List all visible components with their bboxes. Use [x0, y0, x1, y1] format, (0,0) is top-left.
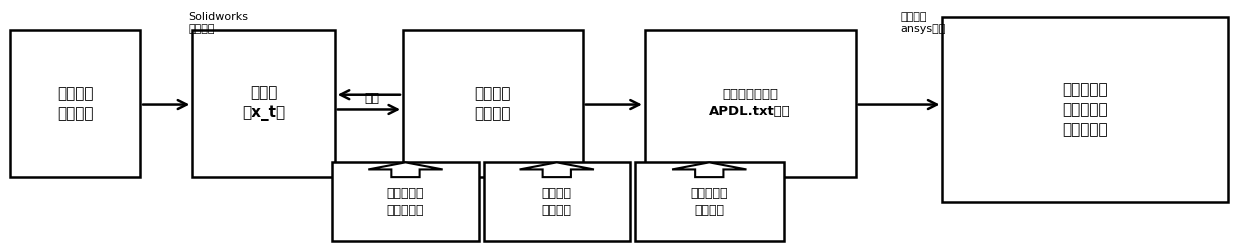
Text: 变电站内
各种设备: 变电站内 各种设备	[57, 86, 93, 121]
Text: 加载电压
或者电流: 加载电压 或者电流	[542, 187, 572, 217]
Bar	[403, 30, 583, 177]
Text: Solidworks
建立模型: Solidworks 建立模型	[188, 12, 248, 34]
Bar	[484, 162, 630, 241]
Text: 生成一个完整的
APDL.txt文档: 生成一个完整的 APDL.txt文档	[709, 88, 791, 118]
Text: 输出结果到
指定的位置
并生成报告: 输出结果到 指定的位置 并生成报告	[1063, 82, 1107, 137]
Text: 电磁环境
仿真软件: 电磁环境 仿真软件	[475, 86, 511, 121]
Text: 后台调用
ansys计算: 后台调用 ansys计算	[900, 12, 946, 34]
Bar	[942, 17, 1228, 202]
Bar	[635, 162, 784, 241]
Text: 画布上完成
设备的组合: 画布上完成 设备的组合	[387, 187, 424, 217]
Polygon shape	[672, 162, 746, 177]
Polygon shape	[520, 162, 594, 177]
Text: 调用: 调用	[365, 92, 379, 105]
Text: 元件库
（x_t）: 元件库 （x_t）	[242, 85, 285, 121]
Polygon shape	[368, 162, 443, 177]
Bar	[332, 162, 479, 241]
Bar	[192, 30, 335, 177]
Text: 输出需要的
计算结果: 输出需要的 计算结果	[691, 187, 728, 217]
Bar	[10, 30, 140, 177]
Bar	[645, 30, 856, 177]
